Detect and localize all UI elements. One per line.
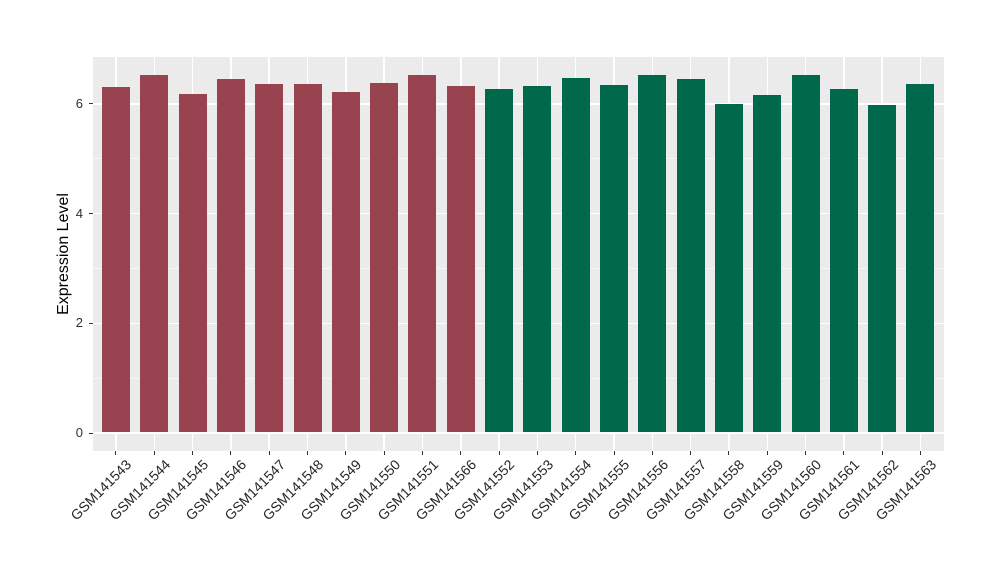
bar-GSM141559 [753, 95, 782, 433]
bar-GSM141553 [523, 85, 552, 433]
bar-GSM141550 [370, 83, 399, 433]
bar-GSM141554 [561, 77, 590, 433]
bar-GSM141561 [829, 89, 858, 433]
y-tick-label: 4 [75, 205, 83, 221]
bar-GSM141552 [485, 88, 514, 433]
plot-panel [93, 56, 944, 451]
x-axis-tick [421, 451, 423, 455]
bar-GSM141546 [216, 78, 245, 433]
bar-GSM141556 [638, 74, 667, 433]
bar-GSM141566 [446, 86, 475, 433]
gridline-minor-y [93, 158, 944, 160]
x-axis-tick [498, 451, 500, 455]
gridline-major-y [93, 103, 944, 105]
bar-GSM141545 [178, 94, 207, 433]
x-axis-tick [613, 451, 615, 455]
bar-GSM141551 [408, 74, 437, 433]
gridline-minor-y [93, 267, 944, 269]
bar-GSM141543 [101, 87, 130, 433]
x-axis-tick [268, 451, 270, 455]
x-axis-tick [881, 451, 883, 455]
y-tick-label: 2 [75, 315, 83, 331]
x-axis-tick [690, 451, 692, 455]
bar-GSM141562 [868, 104, 897, 433]
x-axis-tick [843, 451, 845, 455]
x-axis-tick [460, 451, 462, 455]
bar-GSM141555 [600, 85, 629, 433]
bar-GSM141563 [906, 84, 935, 433]
x-axis-tick [766, 451, 768, 455]
x-axis-tick [575, 451, 577, 455]
gridline-major-y [93, 212, 944, 215]
x-axis-tick [383, 451, 385, 455]
x-axis-tick [728, 451, 730, 455]
y-axis-tick [89, 432, 93, 434]
y-axis-tick [89, 103, 93, 105]
bar-GSM141544 [140, 74, 169, 433]
bar-GSM141560 [791, 74, 820, 433]
bar-GSM141549 [331, 92, 360, 433]
x-axis-tick [919, 451, 921, 455]
x-axis-tick [115, 451, 117, 455]
y-tick-label: 0 [75, 425, 83, 440]
y-axis-tick [89, 213, 93, 215]
gridline-major-y [93, 322, 944, 325]
x-axis-tick [307, 451, 309, 455]
x-axis-tick [345, 451, 347, 455]
x-axis-tick [536, 451, 538, 455]
gridline-minor-y [93, 377, 944, 379]
x-axis-tick [651, 451, 653, 455]
x-axis-tick [153, 451, 155, 455]
x-axis-tick [805, 451, 807, 455]
bar-GSM141557 [676, 79, 705, 433]
x-axis-tick [230, 451, 232, 455]
y-axis-tick [89, 322, 93, 324]
x-axis-tick [192, 451, 194, 455]
bar-GSM141547 [255, 84, 284, 433]
bar-GSM141558 [714, 103, 743, 433]
y-tick-label: 6 [75, 95, 83, 111]
gridline-zero [93, 432, 944, 434]
bar-GSM141548 [293, 84, 322, 433]
